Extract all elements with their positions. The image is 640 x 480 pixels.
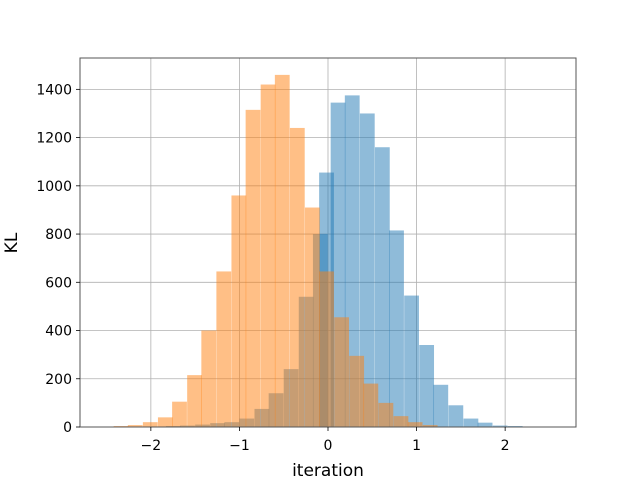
histogram-bar-series-2 [378,402,394,427]
histogram-bar-series-2 [407,422,423,427]
histogram-bar-series-2 [363,383,379,427]
y-tick-label: 400 [45,324,72,340]
x-tick-label: −1 [229,438,250,454]
y-tick-label: 1200 [36,131,72,147]
histogram-bar-series-2 [157,417,173,427]
histogram-bar-series-2 [201,330,217,427]
y-tick-label: 600 [45,275,72,291]
x-tick-label: −2 [141,438,162,454]
bars [113,74,523,428]
histogram-bar-series-2 [142,422,158,427]
x-axis-ticks: −2 −1 0 1 2 [141,427,510,454]
histogram-bar-series-1 [389,230,404,427]
histogram-bar-series-2 [172,401,187,427]
x-tick-label: 1 [412,438,421,454]
histogram-bar-series-1 [359,113,375,428]
histogram-bar-series-2 [216,271,232,427]
histogram-bar-series-2 [187,375,202,427]
x-tick-label: 2 [501,438,510,454]
histogram-bar-series-1 [477,422,493,427]
histogram-bar-series-2 [274,74,290,427]
histogram-bar-series-2 [127,425,143,427]
y-tick-label: 200 [45,372,72,388]
histogram-bar-series-1 [404,295,419,427]
histogram-bar-series-2 [334,317,349,427]
histogram-bar-series-1 [492,425,508,427]
histogram-bar-series-2 [231,195,247,427]
histogram-bar-series-2 [393,416,409,427]
histogram-bar-series-2 [319,271,334,427]
histogram-bar-series-2 [349,355,365,427]
histogram-bar-series-1 [419,345,435,427]
y-tick-label: 0 [63,420,72,436]
plot-area: −2 −1 0 1 2 0 200 400 600 800 1000 1200 1400 [36,57,577,454]
histogram-bar-series-2 [245,109,261,428]
histogram-bar-series-1 [374,147,390,427]
y-axis-label: KL [2,232,22,253]
y-tick-label: 1000 [36,179,72,195]
y-tick-label: 800 [45,227,72,243]
y-axis-ticks: 0 200 400 600 800 1000 1200 1400 [36,82,80,436]
histogram-bar-series-2 [304,207,320,427]
histogram-bar-series-1 [433,384,449,427]
histogram-bar-series-2 [422,425,438,427]
histogram-bar-series-2 [289,127,305,428]
histogram-bar-series-1 [448,405,464,427]
x-axis-label: iteration [292,461,364,480]
y-tick-label: 1400 [36,82,72,98]
histogram-bar-series-2 [260,84,276,427]
x-tick-label: 0 [324,438,333,454]
histogram-bar-series-1 [463,418,479,427]
